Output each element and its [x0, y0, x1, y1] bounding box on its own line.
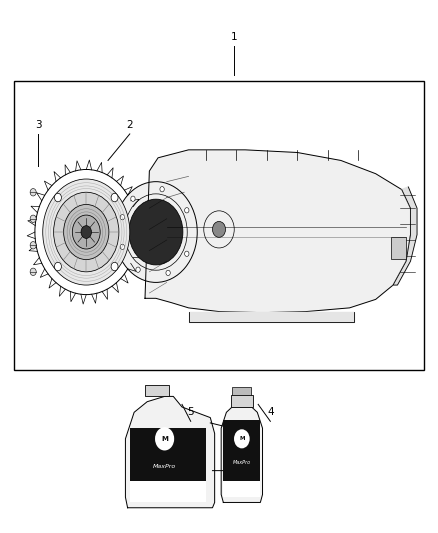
- Bar: [231, 395, 253, 407]
- Polygon shape: [221, 407, 262, 503]
- Circle shape: [212, 221, 226, 237]
- Polygon shape: [125, 397, 215, 508]
- Bar: [130, 481, 206, 503]
- Circle shape: [53, 192, 119, 272]
- Polygon shape: [188, 312, 354, 322]
- Text: M: M: [161, 436, 168, 442]
- Text: MaxPro: MaxPro: [153, 464, 176, 470]
- Circle shape: [120, 214, 124, 220]
- Circle shape: [30, 268, 36, 276]
- Bar: [223, 481, 260, 497]
- Bar: [130, 428, 206, 481]
- Text: 1: 1: [231, 32, 237, 42]
- Bar: [391, 237, 406, 259]
- Circle shape: [185, 208, 189, 213]
- Text: 2: 2: [127, 120, 133, 130]
- Bar: [223, 420, 260, 481]
- Text: 3: 3: [35, 120, 42, 130]
- Circle shape: [115, 182, 197, 282]
- Circle shape: [72, 215, 100, 249]
- Circle shape: [131, 196, 135, 201]
- Bar: [14, 81, 424, 370]
- Polygon shape: [393, 187, 417, 285]
- Text: 5: 5: [187, 407, 194, 417]
- Text: M: M: [239, 437, 244, 441]
- Circle shape: [30, 241, 36, 249]
- Text: MaxPro: MaxPro: [233, 460, 251, 465]
- Circle shape: [81, 225, 92, 238]
- Circle shape: [35, 169, 138, 295]
- Circle shape: [111, 193, 118, 202]
- Polygon shape: [145, 150, 410, 313]
- Bar: [233, 387, 251, 395]
- Text: 4: 4: [267, 407, 274, 417]
- Circle shape: [136, 267, 140, 272]
- Circle shape: [54, 193, 61, 202]
- Circle shape: [43, 179, 130, 285]
- Circle shape: [30, 189, 36, 196]
- Circle shape: [160, 187, 164, 192]
- Circle shape: [166, 270, 170, 276]
- Circle shape: [120, 244, 124, 249]
- Circle shape: [129, 199, 183, 265]
- Circle shape: [155, 427, 174, 450]
- Circle shape: [234, 429, 250, 448]
- Circle shape: [30, 215, 36, 222]
- Circle shape: [64, 205, 109, 260]
- Bar: [145, 385, 169, 397]
- Circle shape: [54, 262, 61, 271]
- Circle shape: [111, 262, 118, 271]
- Circle shape: [185, 251, 189, 256]
